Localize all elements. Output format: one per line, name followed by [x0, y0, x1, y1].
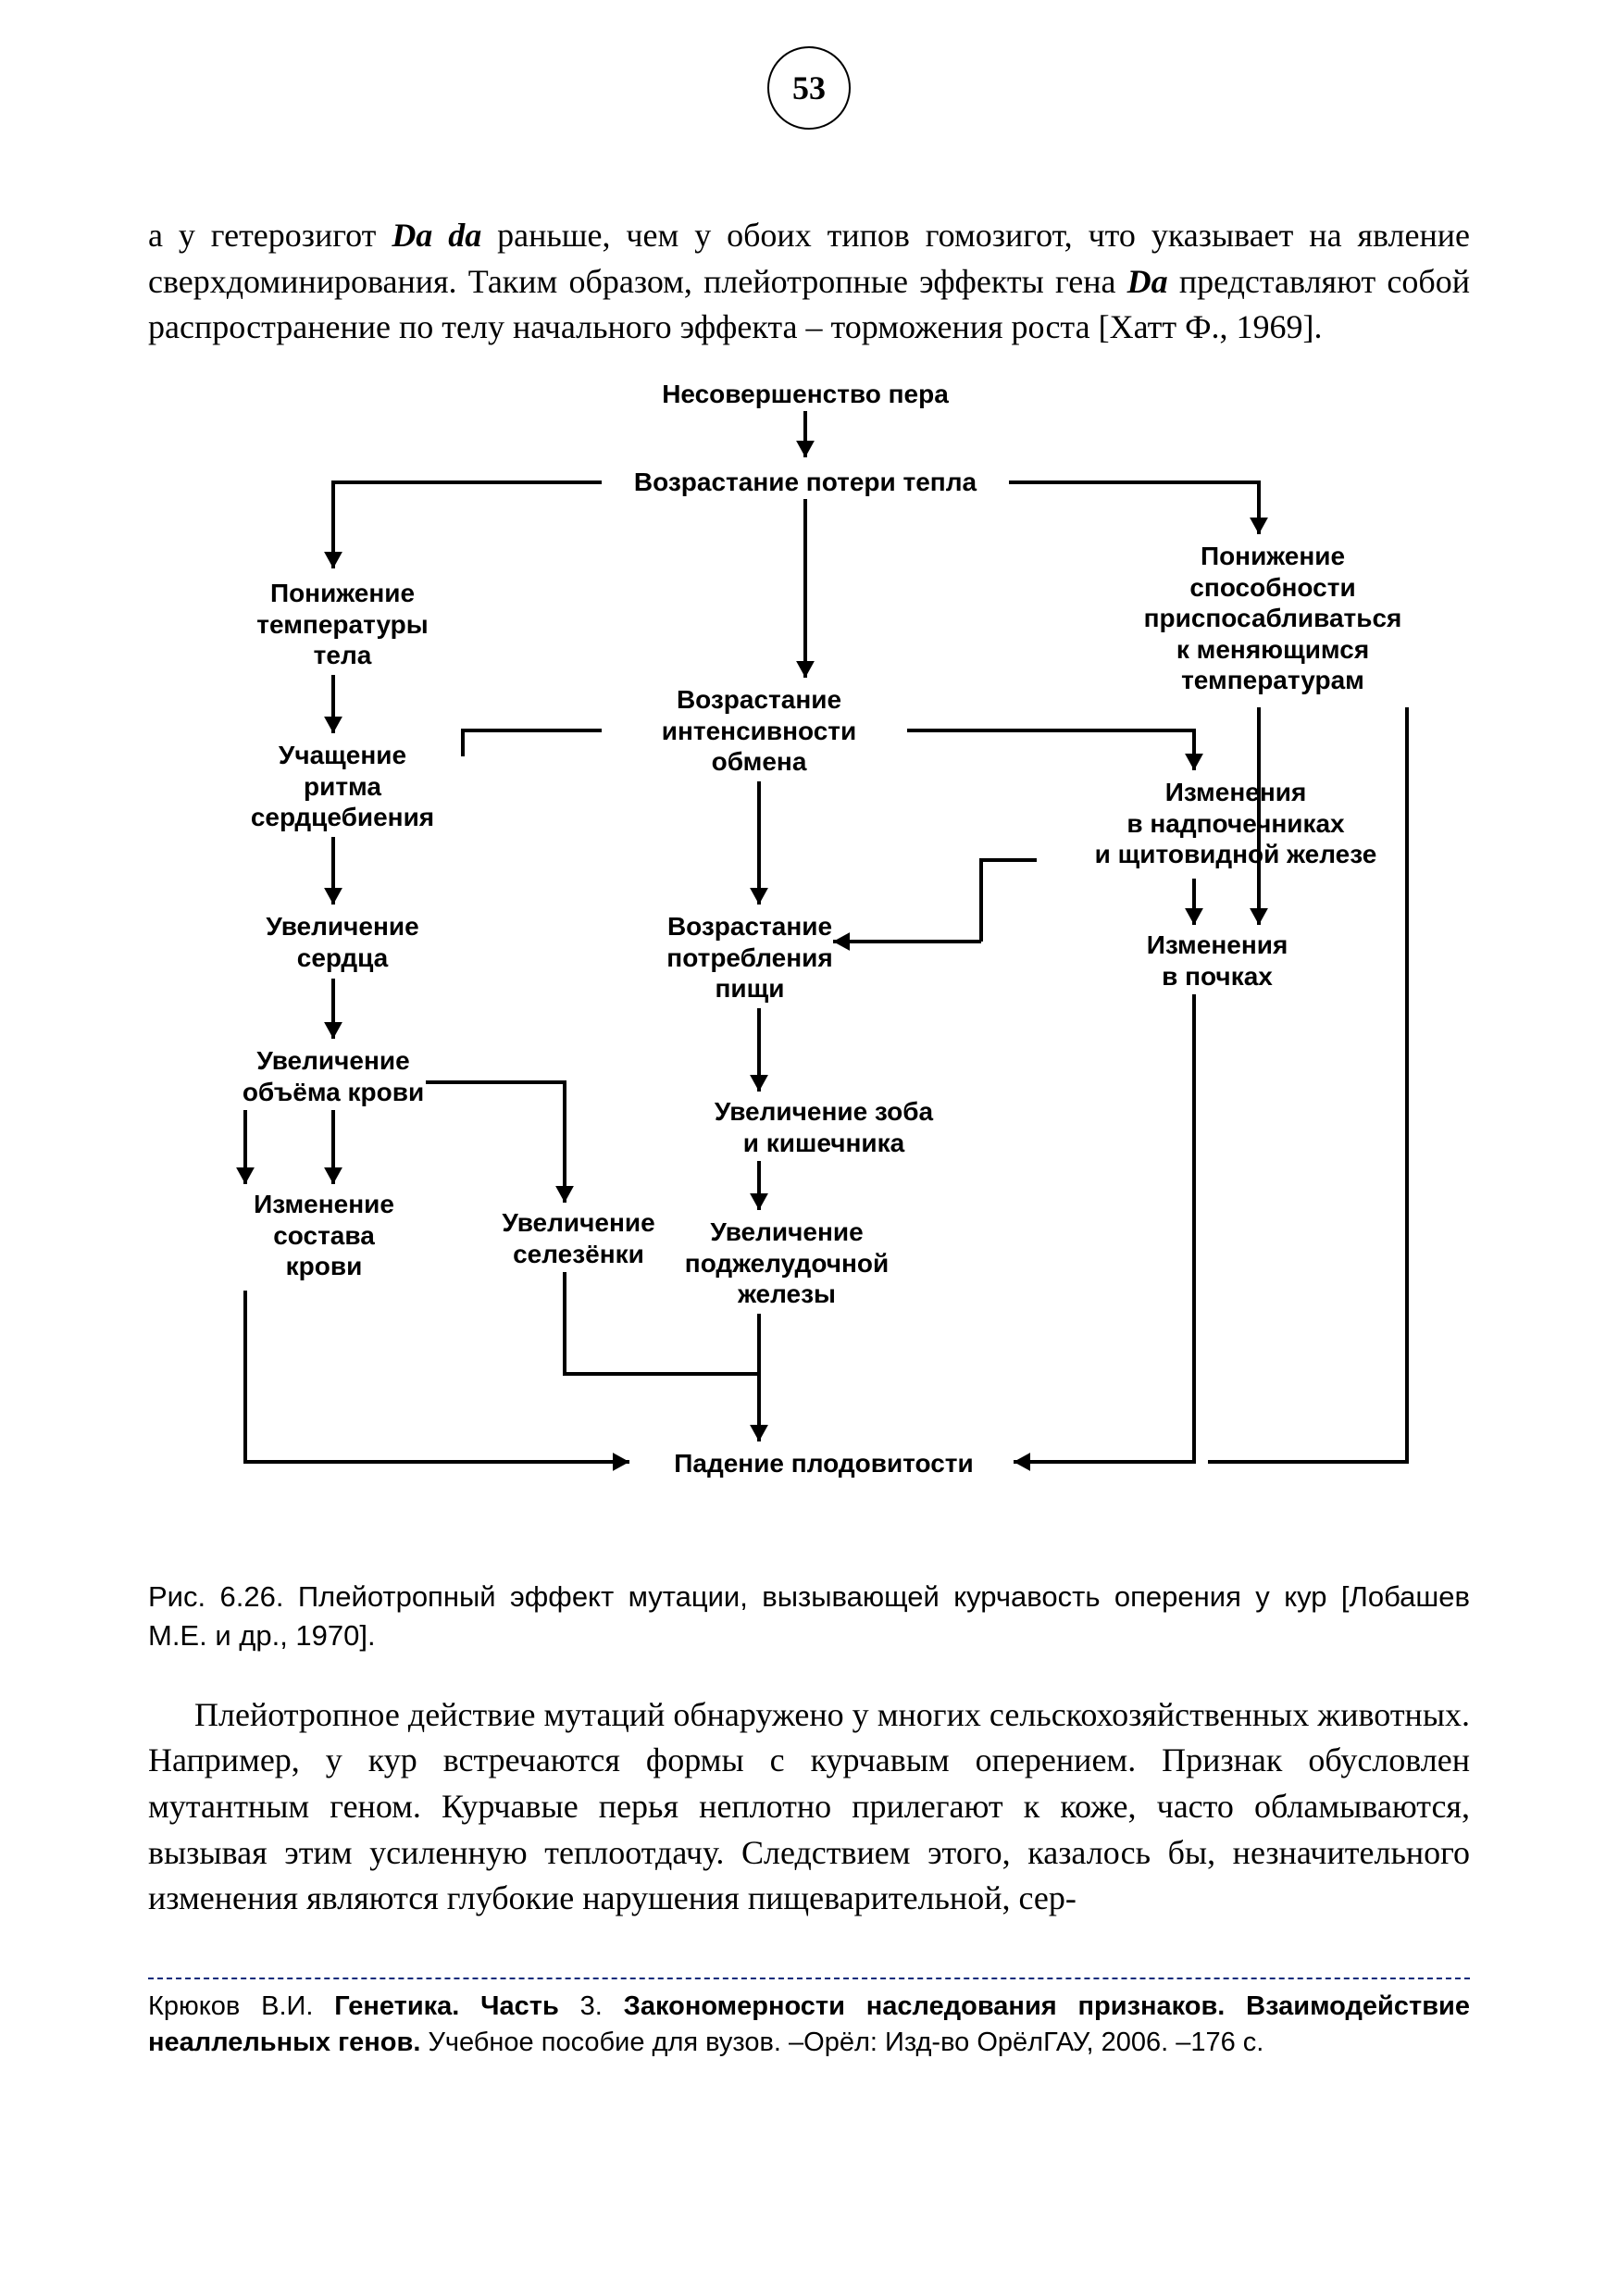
figure-caption: Рис. 6.26. Плейотропный эффект мутации, …: [148, 1578, 1470, 1655]
text-run-1: а у гетерозигот: [148, 217, 392, 254]
flowchart-node: Несовершенство пера: [611, 379, 1000, 410]
footer-title-1: Генетика. Часть: [334, 1991, 559, 2021]
page-number: 53: [767, 46, 851, 130]
footer-citation: Крюков В.И. Генетика. Часть 3. Закономер…: [148, 1989, 1470, 2061]
flowchart-node: Возрастание потери тепла: [602, 467, 1009, 498]
paragraph-bottom: Плейотропное действие мутаций обнаружено…: [148, 1692, 1470, 1922]
flowchart-node: Понижение способности приспосабливаться …: [1106, 541, 1439, 696]
flowchart-node: Возрастание интенсивности обмена: [611, 684, 907, 778]
text-italic-1: Da da: [392, 217, 481, 254]
footer-divider: [148, 1978, 1470, 1989]
flowchart-node: Падение плодовитости: [639, 1448, 1009, 1479]
footer-rest: Учебное пособие для вузов. –Орёл: Изд-во…: [420, 2028, 1263, 2057]
footer-author: Крюков В.И.: [148, 1991, 334, 2021]
flowchart-node: Увеличение зоба и кишечника: [666, 1096, 981, 1158]
page-number-value: 53: [792, 69, 826, 107]
flowchart-node: Изменения в почках: [1097, 930, 1338, 992]
footer-part: 3.: [559, 1991, 624, 2021]
flowchart-node: Возрастание потребления пищи: [611, 911, 889, 1004]
flowchart-node: Изменение состава крови: [213, 1189, 435, 1282]
flowchart-node: Учащение ритма сердцебиения: [213, 740, 472, 833]
paragraph-top: а у гетерозигот Da da раньше, чем у обои…: [148, 213, 1470, 351]
flowchart-node: Изменения в надпочечниках и щитовидной ж…: [1037, 777, 1435, 870]
flowchart-diagram: Несовершенство пера Возрастание потери те…: [148, 379, 1470, 1545]
flowchart-node: Понижение температуры тела: [213, 578, 472, 671]
flowchart-node: Увеличение поджелудочной железы: [639, 1217, 935, 1310]
flowchart-node: Увеличение объёма крови: [194, 1045, 472, 1107]
text-italic-2: Da: [1127, 263, 1168, 300]
flowchart-node: Увеличение сердца: [222, 911, 463, 973]
